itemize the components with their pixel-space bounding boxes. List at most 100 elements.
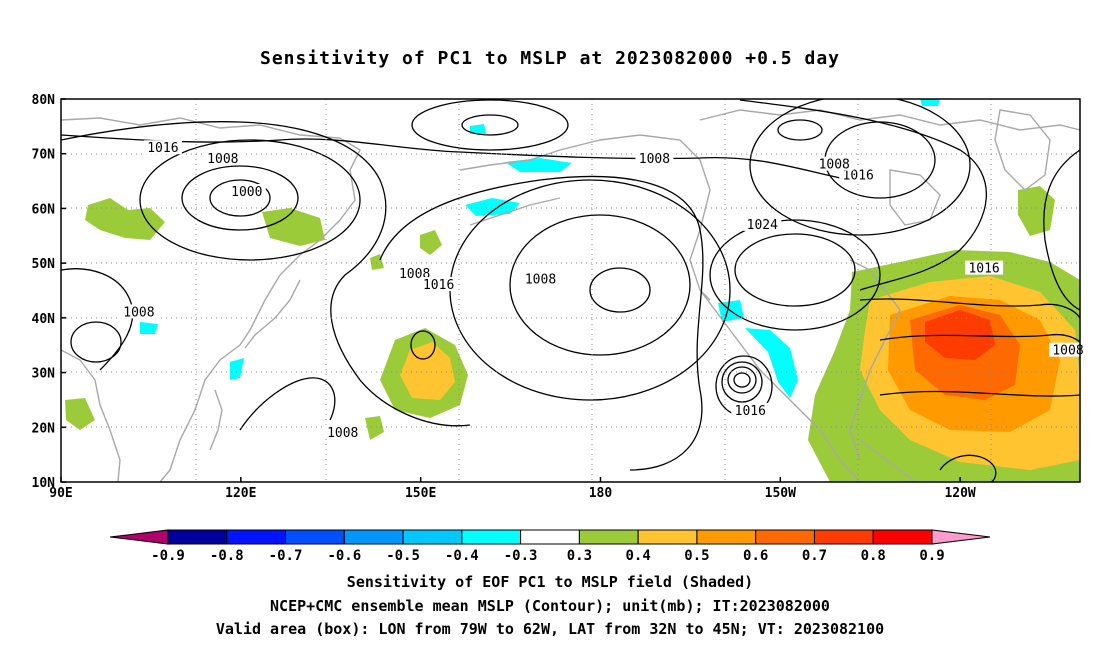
contour-label-bg [815,156,854,171]
colorbar-swatch [696,529,757,545]
coastline-japan [244,279,301,349]
contour-high-pacific-inner [589,267,651,313]
coastline-asia [61,117,361,482]
contour-1008-south [239,377,336,431]
colorbar-swatch [813,529,874,545]
colorbar-label: -0.8 [210,548,244,564]
coastline-aleutians [469,197,561,226]
contour-1008-arctic [61,134,851,181]
contour-low-canada-inner [777,119,823,141]
positive-region-small-2 [65,398,95,430]
lon-tick-label: 150E [405,486,436,501]
contour-label-bg [227,184,266,199]
colorbar-label: -0.5 [386,548,420,564]
shading-layer [65,99,1080,482]
coastline-central-america [859,439,916,482]
negative-region-6 [230,358,244,380]
coastline-southeast-asia [61,349,121,482]
colorbar-label: 0.5 [684,548,709,564]
positive-region-west-1 [85,198,165,240]
contour-label-bg [839,167,878,182]
contour-1016-pacific-outer [379,175,704,471]
contour-label: 1024 [747,218,778,233]
colorbar-label: 0.6 [743,548,768,564]
contour-label-bg [521,271,560,286]
colorbar-swatch [167,529,228,545]
contour-label-bg [143,140,182,155]
colorbar-swatch [285,529,345,545]
contour-label-bg [731,402,770,417]
contour-label: 1008 [525,273,556,288]
contour-east-low-south [939,454,997,482]
contour-label: 1008 [327,426,358,441]
colorbar-label: 0.4 [626,548,651,564]
contour-1016-west [61,121,471,427]
contour-low-arctic-1 [461,114,519,136]
lon-tick-label: 120E [225,486,256,501]
coastline-north-america-west [699,289,861,482]
coastline-philippines [209,389,223,451]
lat-tick-label: 70N [32,148,56,163]
colorbar-swatch [520,529,580,545]
positive-region-small-3 [365,416,384,440]
colorbar-label: -0.3 [504,548,538,564]
negative-region-3 [470,124,486,134]
negative-region-2 [465,198,520,216]
contour-east-band-2 [879,333,1080,343]
colorbar-label: 0.8 [861,548,886,564]
contour-label-bg [965,260,1004,275]
negative-region-4 [745,328,798,398]
footer-line-valid-area: Valid area (box): LON from 79W to 62W, L… [215,620,885,638]
negative-region-1 [505,158,572,172]
coastline-arctic-canada [699,109,1080,131]
coastline-hudson-bay [889,169,941,226]
contour-label: 1008 [1052,344,1083,359]
positive-region-west-3 [1018,186,1055,236]
contour-label: 1016 [735,404,766,419]
lon-tick-label: 120W [944,486,975,501]
contour-label-bg [119,304,158,319]
positive-region-west-2 [262,208,325,246]
lat-tick-label: 30N [32,367,56,382]
colorbar-label: -0.7 [269,548,303,564]
contour-high-atlantic-1016 [709,219,881,331]
colorbar-swatch [226,529,287,545]
contour-label: 1000 [231,185,262,200]
contour-high-pacific-1024 [509,214,691,356]
contour-cyclone-3 [721,361,763,403]
lat-tick-label: 50N [32,257,56,272]
contour-east-band-1 [859,298,1080,319]
lon-tick-label: 90E [49,486,72,501]
contour-label: 1016 [147,141,178,156]
contour-low-siberia-1000 [181,165,299,231]
colorbar-label: -0.9 [151,548,185,564]
positive-region-pacific-yellow [400,342,455,400]
coastline-north-america-east [849,259,901,461]
contour-label: 1008 [819,158,850,173]
coastline-greenland [994,109,1051,191]
contour-label-bg [1049,342,1088,357]
contour-cyclone-2 [727,366,757,394]
contour-label-bg [743,216,782,231]
coastline-alaska [459,134,711,301]
contour-label-bg [395,266,434,281]
lon-tick-label: 180 [589,486,613,501]
colorbar-swatch [578,529,639,545]
colorbar-label: -0.6 [327,548,361,564]
colorbar-over-arrow [931,529,991,545]
colorbar-label: 0.9 [919,548,944,564]
contour-label: 1008 [639,152,670,167]
contour-1008-west-low [61,268,134,371]
colorbar-swatch [343,529,404,545]
contour-low-arctic-2 [411,99,569,151]
colorbar-swatch [402,529,463,545]
contour-label: 1016 [843,169,874,184]
contour-label: 1016 [423,278,454,293]
plot-frame [60,98,1081,483]
contour-east-band-3 [879,390,1080,397]
lat-tick-label: 80N [32,93,56,108]
contour-high-atlantic-1024 [734,233,856,307]
colorbar: -0.9 -0.8 -0.7 -0.6 -0.5 -0.4 -0.3 0.3 0.4 0.5 0.6… [109,529,991,564]
